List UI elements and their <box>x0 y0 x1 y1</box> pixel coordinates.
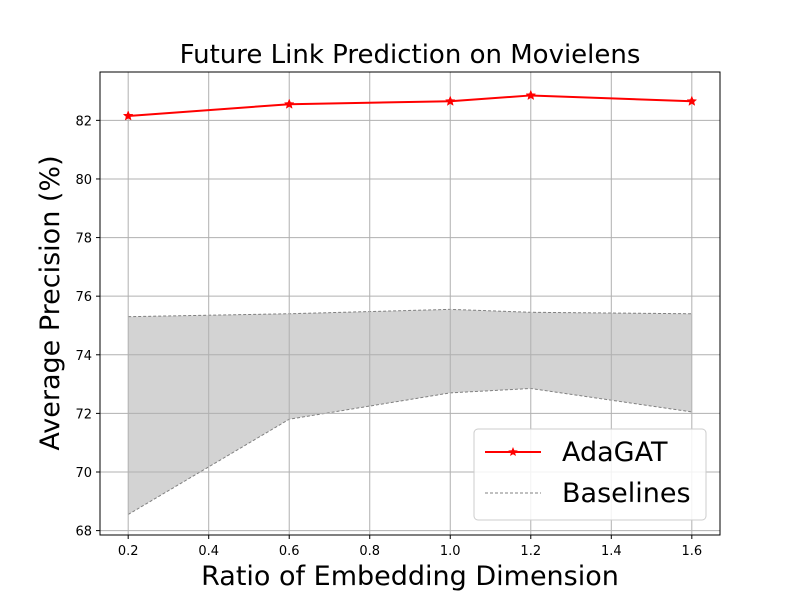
x-tick-label: 0.6 <box>279 544 300 559</box>
x-tick-label: 0.8 <box>359 544 380 559</box>
y-tick-label: 78 <box>75 232 92 247</box>
data-point-adagat <box>283 98 295 109</box>
x-tick-label: 1.6 <box>681 544 702 559</box>
x-tick-label: 1.4 <box>601 544 622 559</box>
x-tick-label: 0.4 <box>198 544 219 559</box>
data-point-adagat <box>122 110 134 121</box>
data-point-adagat <box>686 95 698 106</box>
x-tick-label: 0.2 <box>118 544 139 559</box>
chart-title: Future Link Prediction on Movielens <box>180 40 641 70</box>
y-tick-label: 68 <box>75 525 92 540</box>
x-tick-label: 1.0 <box>440 544 461 559</box>
x-axis-ticks: 0.2 0.4 0.6 0.8 1.0 1.2 1.4 1.6 <box>118 535 702 559</box>
x-tick-label: 1.2 <box>520 544 541 559</box>
y-tick-label: 76 <box>75 290 92 305</box>
legend-label-adagat: AdaGAT <box>562 437 668 468</box>
x-axis-label: Ratio of Embedding Dimension <box>201 561 619 592</box>
legend-label-baselines: Baselines <box>562 478 691 509</box>
y-tick-label: 72 <box>75 407 92 422</box>
y-tick-label: 82 <box>75 114 92 129</box>
y-tick-label: 70 <box>75 466 92 481</box>
data-point-adagat <box>444 95 456 106</box>
y-axis-ticks: 68 70 72 74 76 78 80 82 <box>75 114 100 540</box>
plot-area <box>99 71 721 536</box>
y-axis-label: Average Precision (%) <box>35 155 66 450</box>
legend-marker-adagat <box>508 447 518 457</box>
y-tick-label: 74 <box>75 349 92 364</box>
baselines-fill <box>128 309 692 515</box>
plot-frame <box>99 71 721 536</box>
series-layer <box>122 89 698 121</box>
data-point-adagat <box>525 89 537 101</box>
y-tick-label: 80 <box>75 173 92 188</box>
legend: AdaGAT Baselines <box>473 428 707 521</box>
